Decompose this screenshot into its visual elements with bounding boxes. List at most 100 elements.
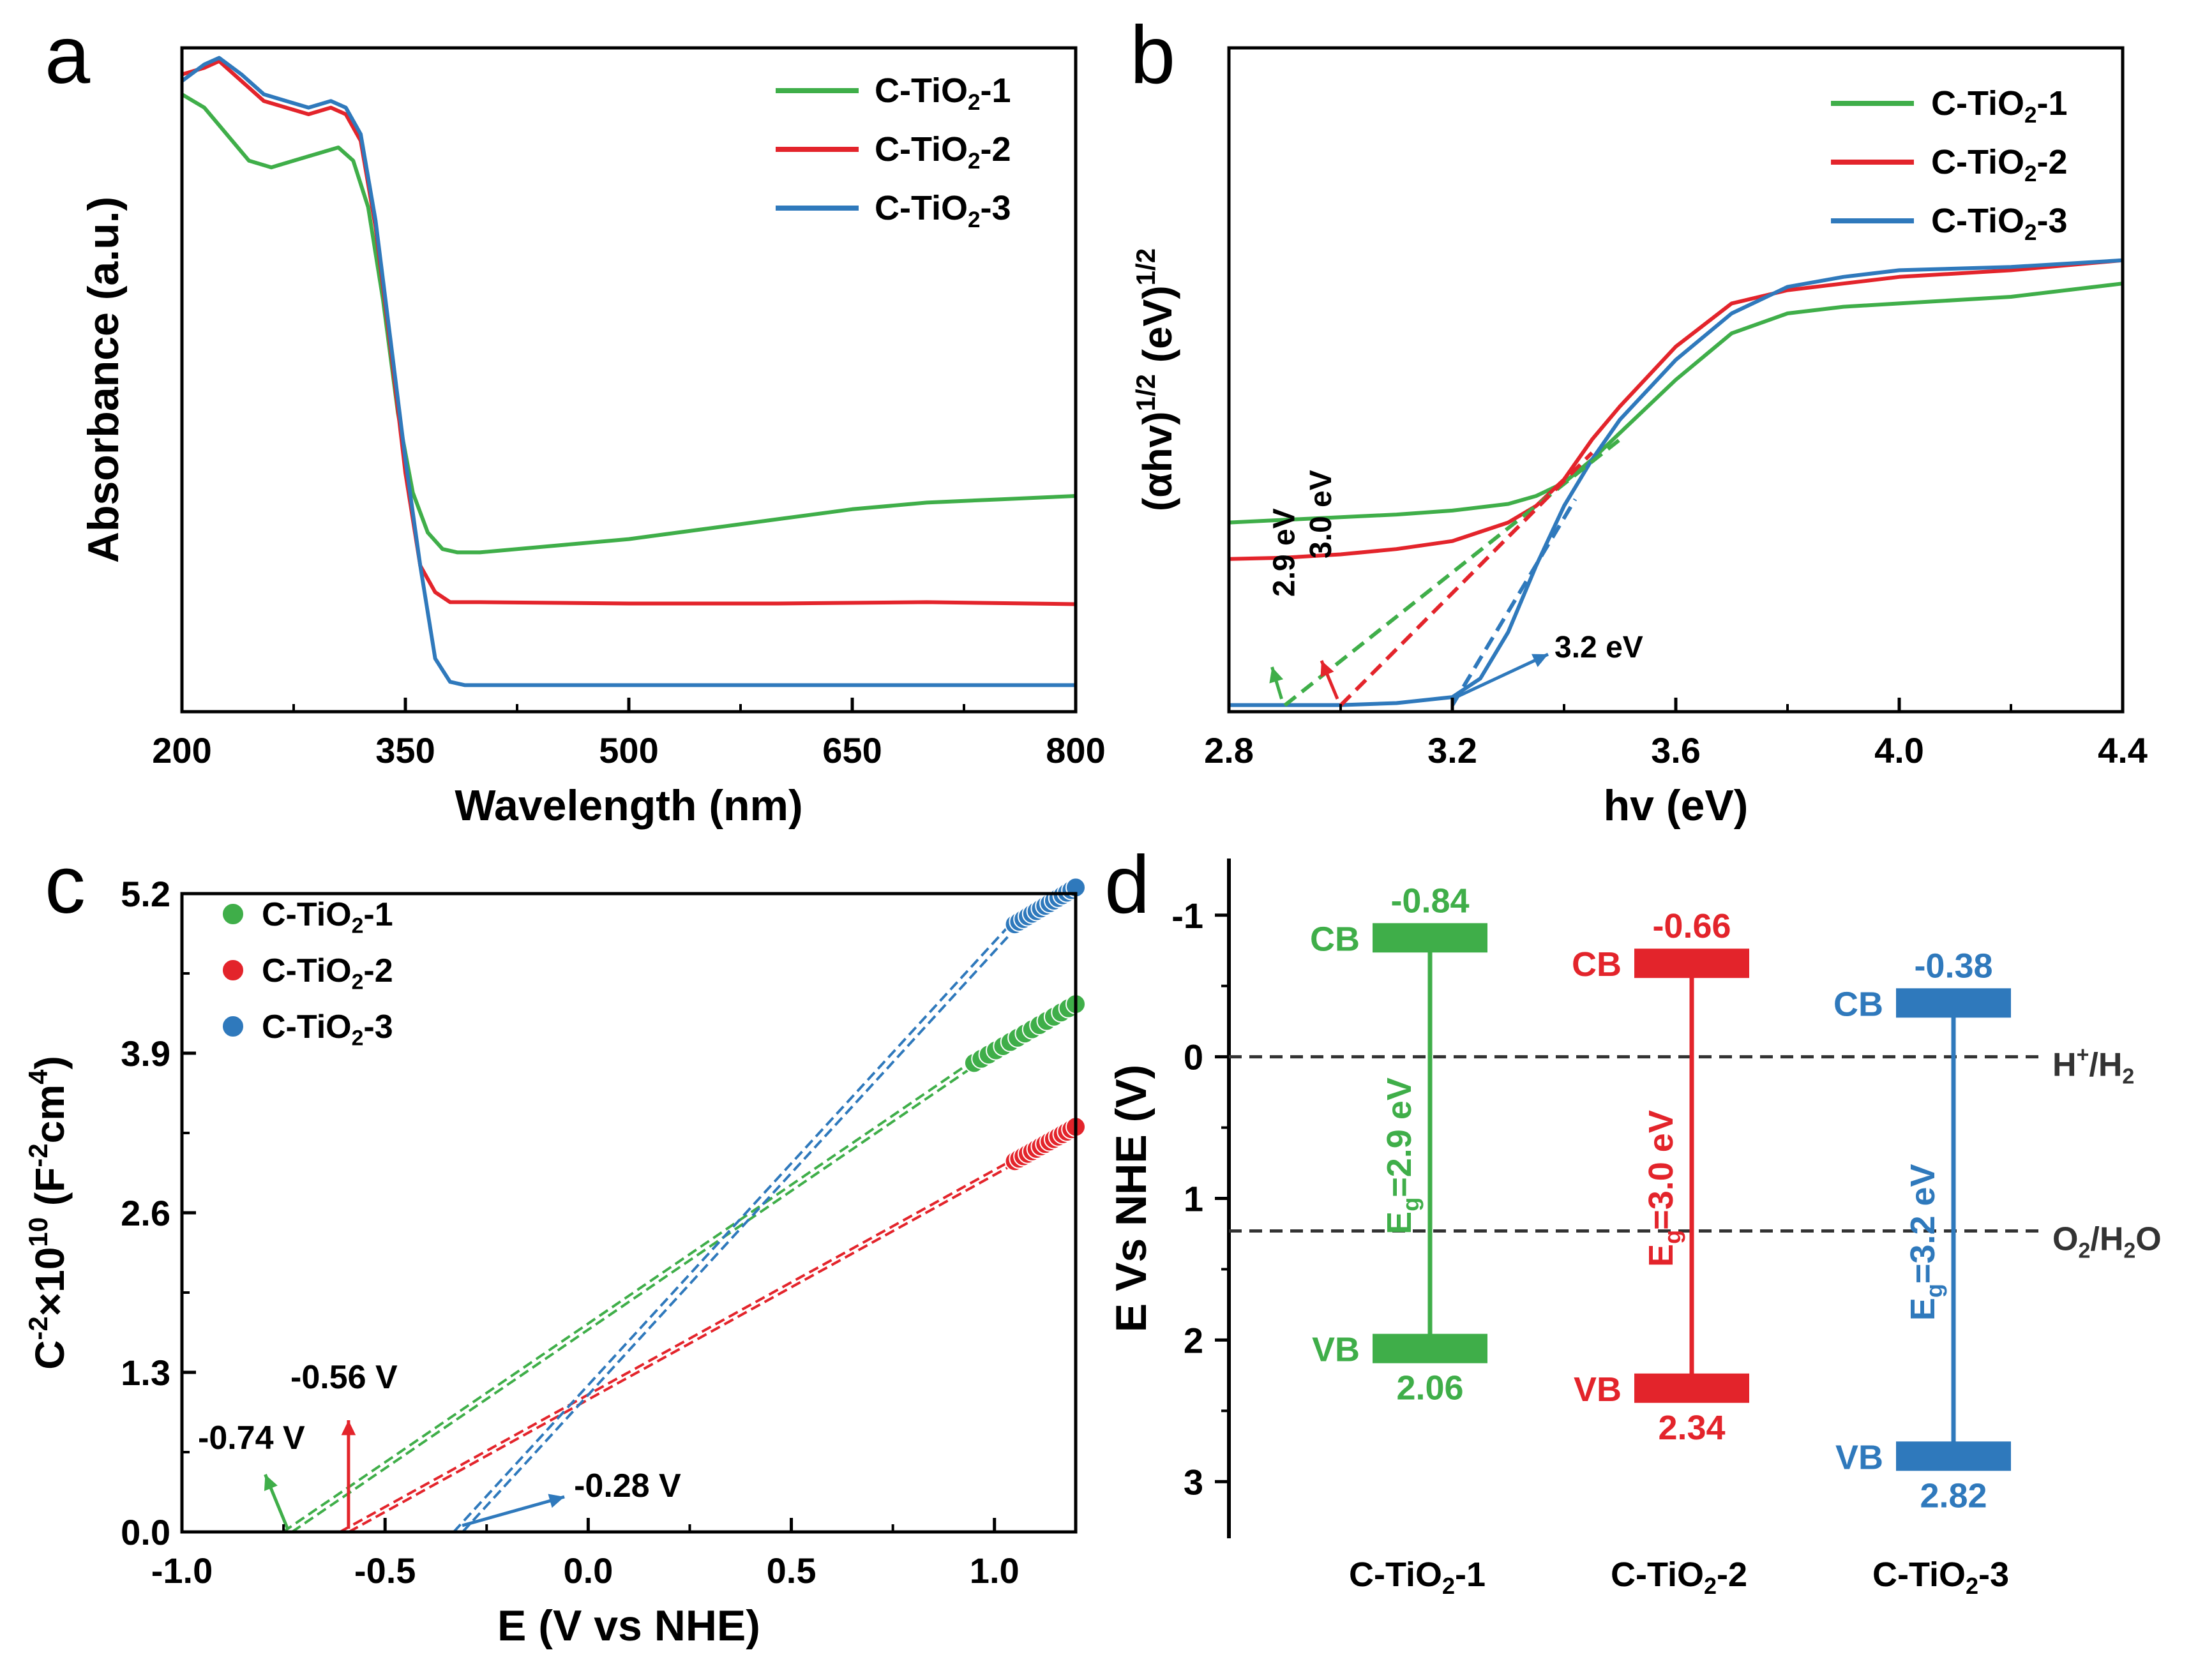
reference-label-1: H+/H2 [2052, 1043, 2134, 1089]
vb-label-2: VB [1574, 1370, 1622, 1409]
text-part: /H [2090, 1221, 2123, 1258]
text-part: C-TiO [875, 130, 968, 169]
text-part: 2 [2024, 220, 2037, 245]
y-tick-label: 2 [1184, 1320, 1203, 1360]
x-tick-label: 1.0 [970, 1550, 1020, 1591]
x-tick-label: -1.0 [151, 1550, 213, 1591]
x-axis-title: hv (eV) [1604, 781, 1749, 830]
x-axis-title: Wavelength (nm) [455, 781, 802, 830]
annotation-arrowhead-1 [1269, 667, 1284, 684]
text-part: C-TiO [1931, 143, 2024, 181]
text-part: cm [27, 1084, 73, 1144]
vb-value-2: 2.34 [1658, 1409, 1725, 1447]
cb-bar-3 [1896, 988, 2011, 1018]
text-part: 2 [968, 149, 981, 174]
cb-value-2: -0.66 [1652, 907, 1731, 945]
text-part: (αhv) [1134, 411, 1180, 511]
panel-b-tauc-chart: 2.9 eV 3.0 eV 3.2 eV 2.8 3.2 3.6 4.0 4.4 hv (eV)… [1131, 46, 2148, 830]
extrapolation-line-3 [462, 923, 1021, 1533]
annotation-arrowhead-1 [264, 1474, 278, 1491]
legend-label: C-TiO2-1 [1931, 84, 2068, 128]
series-line-3 [181, 56, 1076, 687]
x-tick-label: 4.0 [1874, 730, 1924, 770]
text-part: C-TiO [1931, 202, 2024, 240]
text-part: H [2052, 1047, 2077, 1084]
vb-label-3: VB [1835, 1438, 1883, 1476]
x-tick-label: 650 [822, 730, 882, 770]
legend-label: C-TiO2-2 [1931, 143, 2068, 186]
text-part: -2 [23, 1143, 53, 1167]
y-tick-label: 5.2 [121, 874, 170, 914]
y-tick-label: 2.6 [121, 1193, 170, 1233]
extrapolation-line-2 [348, 1160, 1020, 1533]
text-part: + [2077, 1043, 2089, 1067]
text-part: C-TiO [1611, 1556, 1704, 1594]
text-part: -1 [981, 71, 1011, 110]
legend-label: C-TiO2-1 [875, 71, 1011, 115]
sample-name-2: C-TiO2-2 [1611, 1556, 1747, 1599]
annotation-label-2: -0.56 V [290, 1359, 398, 1396]
x-tick-label: 3.2 [1427, 730, 1477, 770]
text-part: 2 [2024, 103, 2037, 128]
text-part: 2 [1966, 1573, 1978, 1599]
panel-letter-b: b [1130, 10, 1175, 101]
text-part: C-TiO [262, 896, 352, 933]
text-part: -3 [363, 1009, 393, 1046]
text-part: 10 [23, 1217, 53, 1247]
annotation-label-3: -0.28 V [574, 1467, 681, 1504]
text-part: 2 [2024, 161, 2037, 186]
annotation-arrow-3 [1451, 652, 1549, 701]
sample-name-3: C-TiO2-3 [1872, 1556, 2009, 1599]
text-part: C-TiO [875, 189, 968, 227]
panel-letter-d: d [1104, 839, 1150, 931]
cb-bar-1 [1373, 923, 1487, 953]
x-tick-label: 0.0 [563, 1550, 613, 1591]
text-part: 2 [1704, 1573, 1717, 1599]
legend-label: C-TiO2-2 [262, 952, 393, 994]
tangent-line-3 [1450, 498, 1577, 707]
panel-letter-a: a [45, 10, 91, 101]
cb-bar-2 [1634, 949, 1749, 979]
y-tick-label: 1.3 [121, 1353, 170, 1393]
text-part: /H [2089, 1047, 2122, 1084]
text-part: -1 [363, 896, 393, 933]
sample-name-1: C-TiO2-1 [1349, 1556, 1486, 1599]
text-part: 2 [352, 970, 364, 994]
legend-label: C-TiO2-2 [875, 130, 1011, 174]
cb-label-3: CB [1833, 985, 1883, 1023]
y-axis-title: E Vs NHE (V) [1107, 1065, 1155, 1332]
y-tick-label: 0.0 [121, 1512, 170, 1552]
x-tick-label: 2.8 [1204, 730, 1254, 770]
vb-bar-3 [1896, 1441, 2011, 1471]
text-part: ) [27, 1056, 73, 1069]
annotation-arrowhead-3 [1532, 654, 1548, 668]
text-part: E [1642, 1244, 1680, 1267]
bandgap-label-3: Eg=3.2 eV [1904, 1164, 1947, 1321]
text-part: C-TiO [875, 71, 968, 110]
x-tick-label: 0.5 [767, 1550, 817, 1591]
bandgap-label-1: Eg=2.9 eV [1380, 1077, 1424, 1234]
text-part: -3 [981, 189, 1011, 227]
text-part: -2 [2037, 143, 2068, 181]
text-part: -2 [363, 952, 393, 989]
cb-value-3: -0.38 [1914, 947, 1992, 985]
y-axis-title: (αhv)1/2 (eV)1/2 [1131, 248, 1180, 511]
text-part: 4 [23, 1069, 53, 1084]
text-part: C-TiO [262, 1009, 352, 1046]
text-part: 2 [352, 1026, 364, 1050]
vb-value-3: 2.82 [1920, 1476, 1987, 1515]
bandgap-label-2: Eg=3.0 eV [1642, 1110, 1685, 1267]
x-axis-title: E (V vs NHE) [497, 1601, 760, 1650]
vb-value-1: 2.06 [1396, 1369, 1463, 1407]
extrapolation-line-1 [291, 1061, 980, 1533]
x-tick-label: 4.4 [2098, 730, 2148, 770]
vb-label-1: VB [1312, 1331, 1360, 1369]
cb-value-1: -0.84 [1390, 881, 1469, 920]
tangent-line-2 [1339, 451, 1593, 707]
annotation-label-1: 2.9 eV [1268, 508, 1302, 597]
panel-c-mott-schottky-chart: -0.74 V -0.56 V -0.28 V -1.0 -0.5 0.0 0.5 1.0 0.… [23, 874, 1086, 1650]
tangent-line-1 [1283, 438, 1622, 707]
annotation-arrowhead-3 [548, 1494, 565, 1508]
y-axis-title: Absorbance (a.u.) [79, 197, 128, 563]
